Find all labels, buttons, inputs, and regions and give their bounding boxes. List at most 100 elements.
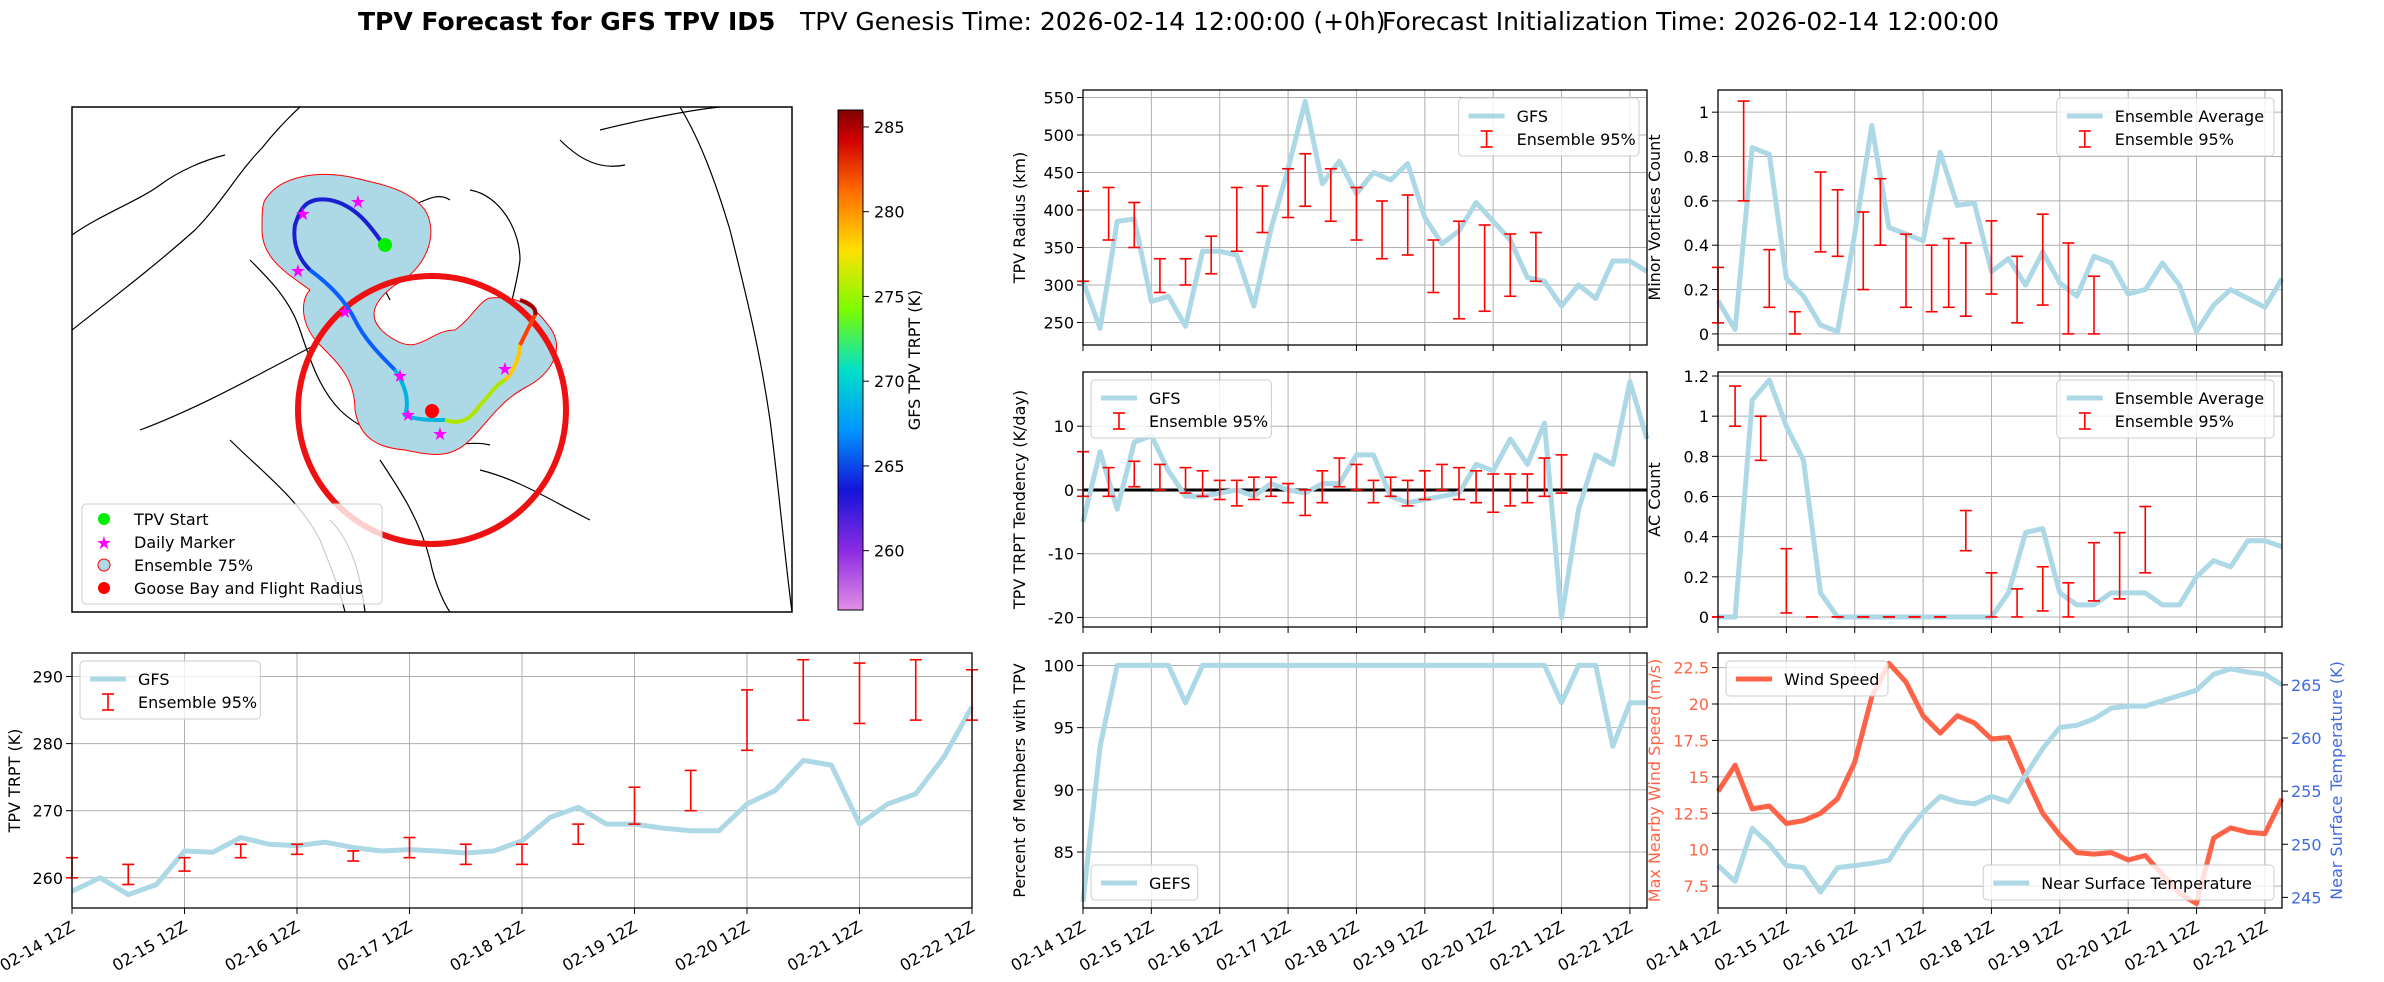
y2-tick-label: 260 — [2291, 729, 2322, 748]
y-tick-label: 17.5 — [1673, 731, 1709, 750]
map-legend: TPV Start ★ Daily Marker Ensemble 75% Go… — [81, 503, 383, 605]
errorbar — [2139, 505, 2152, 574]
chart-trpt: 02-14 12Z 02-15 12Z 02-16 12Z 02-17 12Z 02-1… — [0, 652, 978, 975]
errorbar — [347, 850, 360, 862]
y-tick-label: 0.8 — [1684, 148, 1709, 167]
errorbar — [572, 823, 585, 846]
series-line-ensemble-average — [1718, 377, 2283, 620]
errorbar — [2036, 565, 2049, 612]
errorbar — [1213, 479, 1226, 501]
errorbar — [1857, 211, 1870, 291]
errorbar — [459, 843, 472, 866]
legend-box — [1090, 864, 1199, 901]
tpv-track — [503, 344, 522, 382]
y-tick-label: 90 — [1054, 781, 1074, 800]
legend-text: GFS — [138, 670, 169, 689]
y-axis-label: Max Nearby Wind Speed (m/s) — [1645, 659, 1664, 902]
y2-tick-label: 250 — [2291, 835, 2322, 854]
x-tick-label: 02-14 12Z — [1643, 917, 1724, 975]
errorbar — [741, 689, 753, 752]
colorbar-tick-label: 260 — [874, 542, 905, 561]
x-tick-label: 02-14 12Z — [0, 917, 78, 975]
legend: Wind Speed — [1725, 660, 1889, 697]
errorbar — [2036, 213, 2049, 306]
legend: Ensemble Average Ensemble 95% — [2056, 97, 2275, 157]
y-tick-label: 350 — [1043, 239, 1074, 258]
errorbar — [1128, 460, 1141, 488]
svg-text:★: ★ — [400, 405, 416, 426]
colorbar-tick-label: 275 — [874, 287, 905, 306]
legend: GEFS — [1090, 864, 1199, 901]
errorbar — [1504, 473, 1517, 507]
y-tick-label: 550 — [1043, 89, 1074, 108]
svg-text:★: ★ — [392, 366, 408, 387]
y-axis-label: TPV TRPT Tendency (K/day) — [1010, 390, 1029, 610]
legend-text: Ensemble Average — [2115, 389, 2264, 408]
y-tick-label: 0.2 — [1684, 281, 1709, 300]
errorbar — [1196, 470, 1209, 498]
errorbar — [403, 836, 416, 859]
x-tick-label: 02-18 12Z — [1281, 917, 1362, 975]
errorbar — [1299, 489, 1312, 517]
plot-frame — [1717, 89, 2283, 346]
y-tick-label: 1.2 — [1684, 367, 1709, 386]
errorbar — [1153, 463, 1166, 491]
legend-text: Near Surface Temperature — [2041, 874, 2252, 893]
svg-text:★: ★ — [432, 424, 448, 445]
errorbar — [1427, 239, 1440, 294]
errorbar — [1788, 310, 1801, 335]
y-tick-label: 0 — [1699, 608, 1709, 627]
errorbar — [1401, 194, 1414, 256]
errorbar — [1737, 100, 1750, 202]
goose-bay-marker — [425, 404, 439, 418]
x-tick-label: 02-18 12Z — [1916, 917, 1997, 975]
svg-text:★: ★ — [337, 302, 353, 323]
legend-box — [1982, 864, 2275, 901]
genesis-time: TPV Genesis Time: 2026-02-14 12:00:00 (+… — [799, 7, 1386, 36]
track-map: ★ ★ ★ ★ ★ ★ ★ ★ TPV Start ★ Daily Marker Ense… — [71, 106, 924, 613]
chart-ac: 0 0.2 0.4 0.6 0.8 1 1.2 AC Count Ensemble Averag… — [1645, 367, 2283, 633]
errorbar — [684, 769, 697, 812]
x-tick-label: 02-20 12Z — [2053, 917, 2134, 975]
errorbar — [1487, 473, 1500, 514]
errorbar — [1384, 476, 1397, 498]
legend-text: Ensemble 95% — [2115, 412, 2234, 431]
errorbar — [1453, 220, 1465, 320]
tpv-start-marker — [378, 238, 392, 252]
y-tick-label: 0 — [1699, 325, 1709, 344]
errorbar — [2062, 582, 2075, 618]
legend-box — [2056, 379, 2275, 439]
legend-box — [1725, 660, 1889, 697]
ensemble-75-region — [261, 173, 557, 455]
y2-axis-label: Near Surface Temperature (K) — [2327, 661, 2346, 900]
y-tick-label: 1 — [1699, 407, 1709, 426]
errorbar — [1230, 186, 1243, 253]
errorbar — [1333, 457, 1346, 488]
errorbar — [1230, 479, 1243, 507]
errorbar — [909, 658, 922, 721]
x-tick-label: 02-21 12Z — [1486, 917, 1567, 975]
colorbar-label: GFS TPV TRPT (K) — [905, 290, 924, 430]
errorbar — [853, 662, 866, 725]
legend-start-text: TPV Start — [133, 510, 209, 529]
legend-text: Ensemble 95% — [1149, 412, 1268, 431]
legend: GFS Ensemble 95% — [1458, 97, 1640, 157]
errorbar — [1780, 547, 1793, 614]
errorbar — [1942, 237, 1955, 309]
x-tick-label: 02-19 12Z — [1349, 917, 1430, 975]
errorbar — [1959, 242, 1972, 317]
y-tick-label: 450 — [1043, 164, 1074, 183]
errorbar — [1282, 167, 1295, 219]
x-tick-label: 02-18 12Z — [447, 917, 528, 975]
errorbar — [1900, 233, 1912, 309]
y2-tick-label: 265 — [2291, 676, 2322, 695]
errorbar — [1350, 186, 1363, 241]
x-tick-label: 02-16 12Z — [1779, 917, 1860, 975]
errorbar — [1478, 224, 1491, 313]
x-tick-label: 02-17 12Z — [1848, 917, 1929, 975]
legend-text: Ensemble Average — [2115, 107, 2264, 126]
legend-ens75-symbol — [97, 558, 111, 572]
errorbar — [1521, 473, 1534, 504]
